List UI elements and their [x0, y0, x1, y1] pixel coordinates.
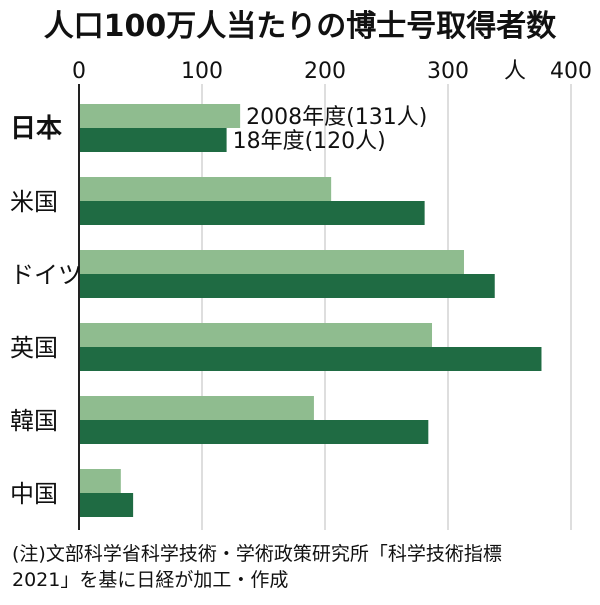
category-label-韓国: 韓国 [10, 407, 58, 435]
bar-韓国-18年度 [79, 420, 429, 444]
category-label-米国: 米国 [10, 188, 58, 216]
category-label-中国: 中国 [10, 480, 58, 508]
chart-title: 人口100万人当たりの博士号取得者数 [44, 9, 558, 44]
bar-ドイツ-2008年度 [79, 250, 464, 274]
category-label-英国: 英国 [10, 334, 58, 362]
x-tick-label-400: 400 [550, 59, 592, 84]
x-tick-label-200: 200 [304, 59, 346, 84]
bar-英国-18年度 [79, 347, 542, 371]
annotation-2008年度: 2008年度(131人) [246, 105, 427, 130]
bar-ドイツ-18年度 [79, 274, 495, 298]
category-label-ドイツ: ドイツ [10, 261, 82, 289]
source-note-line-1: (注)文部科学省科学技術・学術政策研究所「科学技術指標 [12, 543, 502, 565]
grid-layer [201, 84, 572, 530]
bar-日本-18年度 [79, 128, 227, 152]
x-tick-label-300: 300 [427, 59, 469, 84]
bar-韓国-2008年度 [79, 396, 314, 420]
bar-layer [79, 104, 542, 517]
x-tick-label-0: 0 [72, 59, 86, 84]
bar-中国-2008年度 [79, 469, 121, 493]
bar-中国-18年度 [79, 493, 134, 517]
unit-label: 人 [504, 59, 526, 84]
annotation-18年度: 18年度(120人) [233, 129, 386, 154]
category-label-日本: 日本 [10, 114, 62, 144]
source-note-line-2: 2021」を基に日経が加工・作成 [12, 569, 288, 591]
x-tick-label-100: 100 [181, 59, 223, 84]
bar-米国-2008年度 [79, 177, 332, 201]
bar-日本-2008年度 [79, 104, 241, 128]
bar-英国-2008年度 [79, 323, 433, 347]
bar-米国-18年度 [79, 201, 425, 225]
